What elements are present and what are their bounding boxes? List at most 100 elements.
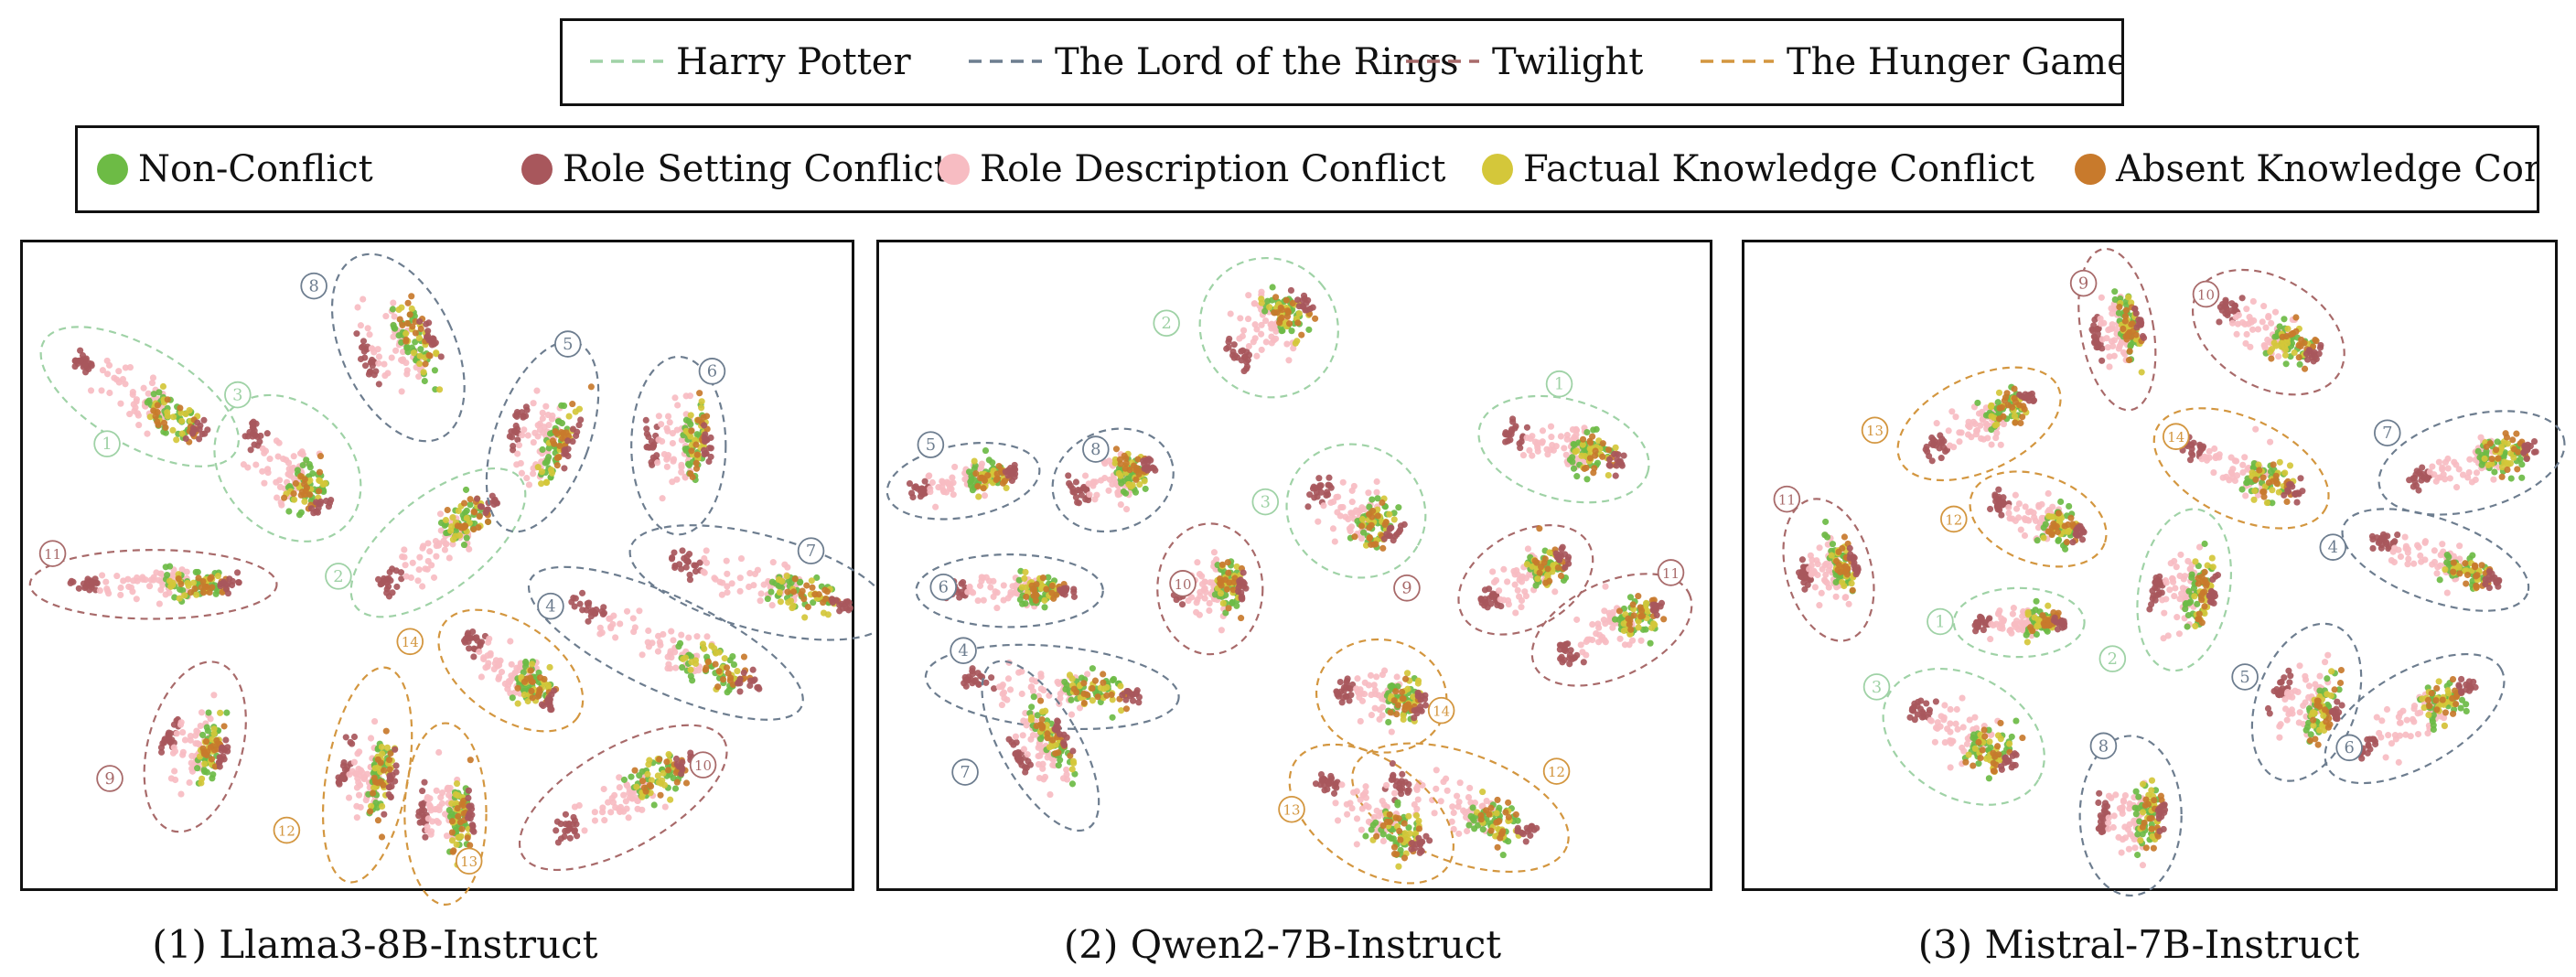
cluster-label-8: 8 (1082, 435, 1110, 463)
absent-knowledge-conflict-point (1399, 688, 1406, 695)
book-legend-items: Harry Potter The Lord of the Rings Twiligh… (590, 41, 2121, 83)
role-setting-conflict-point (196, 435, 203, 443)
absent-knowledge-conflict-point (1626, 621, 1633, 628)
factual-knowledge-conflict-point (682, 654, 690, 661)
role-description-conflict-point (354, 304, 361, 311)
role-description-conflict-point (1000, 596, 1007, 604)
role-description-conflict-point (2173, 564, 2180, 571)
factual-knowledge-conflict-point (659, 777, 666, 784)
absent-knowledge-conflict-point (984, 472, 992, 479)
role-description-conflict-point (2011, 621, 2018, 628)
role-description-conflict-point (523, 475, 531, 482)
absent-knowledge-conflict-point (1586, 455, 1594, 462)
role-description-conflict-point (1339, 503, 1347, 511)
role-description-conflict-point (612, 803, 619, 811)
non-conflict-point (1354, 518, 1361, 525)
cluster-label-number: 11 (44, 546, 61, 563)
absent-knowledge-conflict-point (209, 584, 216, 591)
role-setting-conflict-point (1398, 778, 1405, 785)
role-setting-conflict-point (1562, 551, 1569, 558)
role-description-conflict-point (1018, 690, 1025, 698)
non-conflict-point (796, 579, 804, 586)
absent-knowledge-conflict-point (467, 842, 474, 849)
role-description-conflict-point (508, 660, 515, 668)
role-setting-conflict-point (522, 403, 530, 411)
factual-knowledge-conflict-point (449, 513, 456, 521)
role-setting-conflict-point (906, 479, 914, 488)
factual-knowledge-conflict-point (2031, 614, 2038, 621)
absent-knowledge-conflict-point (1094, 693, 1101, 701)
non-conflict-point (205, 709, 212, 716)
role-description-conflict-point (353, 814, 360, 821)
factual-knowledge-conflict-point (448, 837, 456, 844)
cluster-label-number: 7 (960, 763, 970, 782)
absent-knowledge-conflict-point (417, 325, 424, 333)
factual-knowledge-conflict-point (1648, 624, 1656, 631)
role-setting-conflict-point (1978, 614, 1985, 621)
factual-knowledge-conflict-point (1041, 596, 1048, 604)
role-setting-conflict-point (649, 461, 656, 468)
cluster-label-number: 11 (1662, 565, 1680, 582)
non-conflict-point (1109, 714, 1116, 721)
factual-knowledge-conflict-point (442, 516, 449, 524)
non-conflict-point (1395, 504, 1402, 511)
non-conflict-point (810, 599, 817, 607)
legend-book-2: The Lord of the Rings (969, 41, 1459, 83)
cluster-label-number: 3 (1261, 493, 1271, 512)
absent-knowledge-conflict-point (1625, 615, 1632, 622)
role-setting-conflict-point (392, 768, 400, 776)
role-description-conflict-point (244, 464, 252, 471)
role-setting-conflict-point (1004, 472, 1012, 479)
role-description-conflict-point (1353, 815, 1361, 822)
role-description-conflict-point (188, 768, 197, 775)
role-setting-conflict-point (326, 499, 334, 507)
factual-knowledge-conflict-point (1414, 680, 1422, 687)
role-setting-conflict-point (1658, 599, 1666, 607)
non-conflict-point (1089, 665, 1096, 672)
absent-knowledge-conflict-point (727, 674, 735, 682)
role-setting-conflict-point (969, 665, 976, 672)
role-description-conflict-point (1245, 342, 1252, 350)
role-setting-conflict-point (392, 778, 399, 785)
role-description-conflict-point (539, 409, 546, 416)
role-setting-conflict-point (678, 764, 685, 772)
absent-knowledge-conflict-point (281, 494, 288, 501)
role-description-conflict-point (441, 811, 449, 818)
role-setting-conflict-point (684, 558, 692, 565)
role-description-conflict-point (487, 651, 494, 659)
non-conflict-point (679, 663, 686, 671)
role-description-conflict-point (932, 503, 939, 510)
role-setting-conflict-point (312, 499, 320, 506)
role-setting-conflict-point (1616, 457, 1624, 465)
cluster-label-3: 3 (1251, 488, 1280, 516)
absent-knowledge-conflict-point (164, 396, 171, 403)
factual-knowledge-conflict-point (146, 413, 154, 421)
cluster-label-circle (38, 540, 67, 567)
role-description-conflict-point (162, 591, 169, 598)
role-description-conflict-point (600, 785, 607, 793)
role-description-conflict-point (1251, 321, 1259, 328)
role-description-conflict-point (1561, 445, 1568, 452)
role-description-conflict-point (1084, 671, 1091, 678)
absent-knowledge-conflict-point (1538, 564, 1545, 571)
factual-knowledge-conflict-point (1089, 697, 1096, 704)
role-description-conflict-point (96, 586, 103, 595)
factual-knowledge-conflict-point (379, 750, 386, 757)
role-description-conflict-point (345, 794, 353, 801)
role-description-conflict-point (115, 368, 123, 375)
role-description-conflict-point (435, 806, 443, 813)
factual-knowledge-conflict-point (199, 775, 206, 782)
factual-knowledge-conflict-point (178, 417, 186, 424)
role-setting-conflict-point (1558, 653, 1565, 660)
cluster-8: 8 (300, 252, 466, 443)
role-setting-conflict-point (1055, 725, 1062, 732)
factual-knowledge-conflict-point (645, 761, 652, 768)
role-description-conflict-point (264, 466, 272, 473)
non-conflict-point (1394, 801, 1401, 809)
role-description-conflict-point (1996, 624, 2003, 632)
role-description-conflict-point (1518, 596, 1526, 605)
role-setting-conflict-point (233, 569, 242, 576)
role-setting-conflict-point (419, 802, 426, 810)
cluster-10: 10 (1156, 522, 1264, 656)
